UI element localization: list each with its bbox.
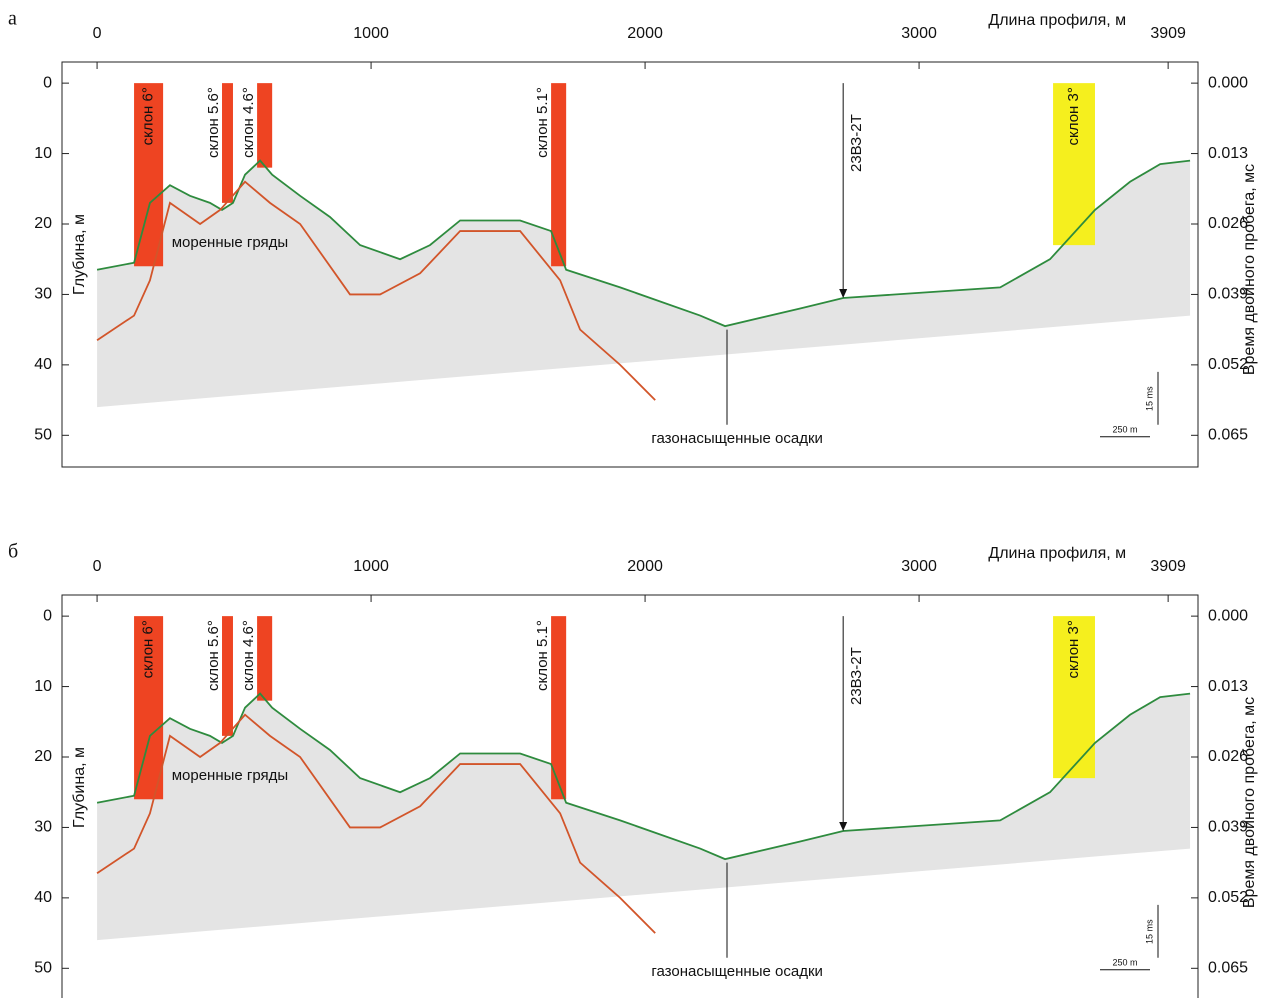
x-tick-label: 0: [93, 25, 102, 42]
seismic-backdrop: [97, 161, 1190, 408]
y2-axis-label: Время двойного пробега, мс: [1241, 697, 1258, 908]
scale-label: 15 ms: [1144, 919, 1154, 944]
arrow-head: [839, 822, 847, 831]
slope-label: склон 5.6°: [205, 87, 222, 158]
y-tick-label: 20: [34, 215, 52, 232]
y-tick-label: 50: [34, 960, 52, 977]
y-tick-label: 30: [34, 819, 52, 836]
slope-label: склон 6°: [140, 620, 157, 678]
slope-label: склон 4.6°: [240, 620, 257, 691]
slope-bar: [257, 616, 272, 701]
y-tick-label: 40: [34, 889, 52, 906]
slope-label: склон 3°: [1065, 620, 1082, 678]
figure: а склон 6° склон 5.6° склон 4.6° склон 5.1° с…: [0, 0, 1266, 998]
x-tick-label: 3000: [901, 558, 937, 575]
x-tick-label: 2000: [627, 25, 663, 42]
annotation-text: газонасыщенные осадки: [651, 430, 823, 447]
slope-label: склон 4.6°: [240, 87, 257, 158]
slope-bar: [257, 83, 272, 168]
y-tick-label: 0: [43, 607, 52, 624]
x-tick-label: 3000: [901, 25, 937, 42]
slope-label: склон 5.1°: [534, 87, 551, 158]
scale-label: 250 m: [1112, 425, 1137, 435]
x-tick-label: 1000: [353, 25, 389, 42]
x-tick-label: 3909: [1150, 558, 1186, 575]
slope-bar: [222, 616, 233, 736]
y-tick-label: 30: [34, 286, 52, 303]
x-tick-label: 1000: [353, 558, 389, 575]
slope-bar: [222, 83, 233, 203]
y-tick-label: 0: [43, 74, 52, 91]
slope-label: склон 5.1°: [534, 620, 551, 691]
panel-label: б: [8, 541, 18, 563]
x-tick-label: 2000: [627, 558, 663, 575]
y-tick-label: 20: [34, 748, 52, 765]
y2-tick-label: 0.065: [1208, 427, 1248, 444]
panel-label: а: [8, 8, 17, 30]
annotation-text: газонасыщенные осадки: [651, 963, 823, 980]
annotation-text: моренные гряды: [172, 767, 289, 784]
arrow-head: [839, 289, 847, 298]
x-tick-label: 3909: [1150, 25, 1186, 42]
y-tick-label: 10: [34, 678, 52, 695]
annotation-text: моренные гряды: [172, 234, 289, 251]
y-tick-label: 40: [34, 356, 52, 373]
seismic-backdrop: [97, 694, 1190, 941]
y2-tick-label: 0.000: [1208, 607, 1248, 624]
slope-label: склон 3°: [1065, 87, 1082, 145]
x-tick-label: 0: [93, 558, 102, 575]
y2-tick-label: 0.065: [1208, 960, 1248, 977]
annotation-text: 23ВЗ-2Т: [848, 647, 865, 705]
y2-tick-label: 0.013: [1208, 145, 1248, 162]
y-tick-label: 50: [34, 427, 52, 444]
scale-label: 250 m: [1112, 958, 1137, 968]
annotation-text: 23ВЗ-2Т: [848, 114, 865, 172]
x-axis-label: Длина профиля, м: [988, 12, 1126, 29]
y2-tick-label: 0.013: [1208, 678, 1248, 695]
x-axis-label: Длина профиля, м: [988, 545, 1126, 562]
y2-axis-label: Время двойного пробега, мс: [1241, 164, 1258, 375]
y2-tick-label: 0.000: [1208, 74, 1248, 91]
slope-label: склон 6°: [140, 87, 157, 145]
slope-label: склон 5.6°: [205, 620, 222, 691]
y-tick-label: 10: [34, 145, 52, 162]
y-axis-label: Глубина, м: [71, 747, 88, 828]
scale-label: 15 ms: [1144, 386, 1154, 411]
y-axis-label: Глубина, м: [71, 214, 88, 295]
